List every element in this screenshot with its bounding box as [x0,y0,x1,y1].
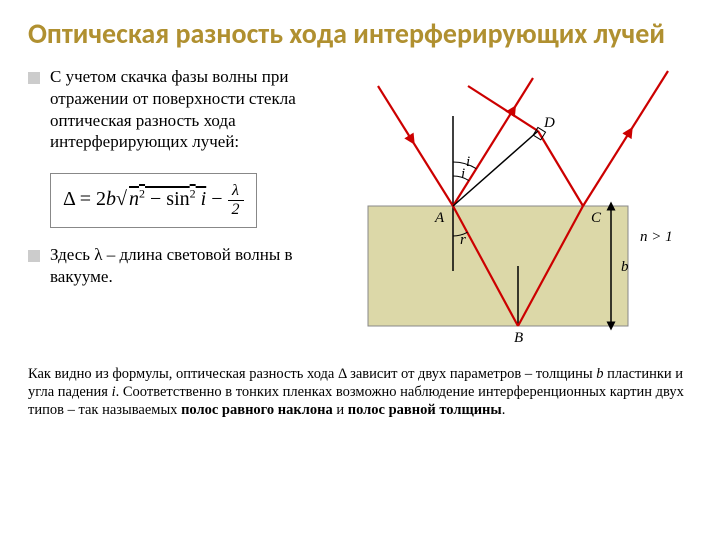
svg-text:D: D [543,115,555,131]
formula-frac: λ2 [228,182,244,219]
svg-text:i: i [466,154,470,170]
sq-n: n [129,188,139,210]
bt-i1: b [596,366,603,382]
bt-b1: полос равного наклона [181,402,333,418]
svg-text:b: b [621,259,629,275]
svg-text:A: A [434,210,445,226]
formula-sqrt: √ [116,188,127,210]
optics-diagram: ii r b A B C Dn > 1 [348,66,678,346]
svg-text:r: r [460,232,466,248]
svg-text:C: C [591,210,602,226]
bt-1: Как видно из формулы, оптическая разност… [28,366,596,382]
bottom-paragraph: Как видно из формулы, оптическая разност… [28,365,692,419]
bullet-marker-icon [28,72,40,84]
svg-text:B: B [514,330,523,346]
formula: Δ = 2b√n2 − sin2 i − λ2 [50,173,257,228]
formula-minus: − [206,188,227,210]
bt-5: . [502,402,506,418]
bullet-item: Здесь λ – длина световой волны в вакууме… [28,244,330,288]
svg-text:i: i [461,166,465,182]
svg-text:n > 1: n > 1 [640,229,673,245]
frac-den: 2 [228,201,244,219]
formula-b: b [106,188,116,210]
page-title: Оптическая разность хода интерферирующих… [28,18,692,50]
sq-i: i [196,188,207,210]
bullet-text: С учетом скачка фазы волны при отражении… [50,66,330,153]
sq-minus: − sin [145,188,190,210]
bt-b2: полос равной толщины [348,402,502,418]
bt-4: и [333,402,348,418]
frac-num: λ [228,182,244,201]
formula-eq: = 2 [75,188,106,210]
content-row: С учетом скачка фазы волны при отражении… [28,66,692,351]
left-column: С учетом скачка фазы волны при отражении… [28,66,330,351]
bullet-marker-icon [28,250,40,262]
formula-delta: Δ [63,188,75,210]
bullet-item: С учетом скачка фазы волны при отражении… [28,66,330,153]
bullet-text: Здесь λ – длина световой волны в вакууме… [50,244,330,288]
formula-under-sqrt: n2 − sin2 i [127,188,206,210]
right-column: ii r b A B C Dn > 1 [348,66,692,351]
